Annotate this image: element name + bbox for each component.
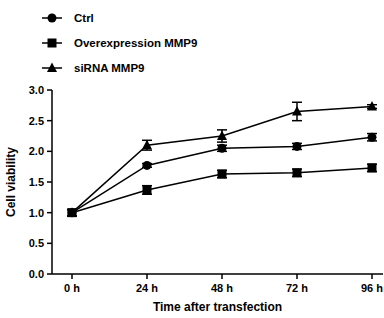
data-point	[143, 161, 152, 170]
data-point	[217, 131, 227, 141]
data-point	[293, 142, 302, 151]
error-bar	[217, 130, 227, 142]
legend-label: Overexpression MMP9	[74, 37, 197, 49]
data-point	[293, 168, 302, 177]
data-point	[218, 144, 227, 153]
data-point	[68, 208, 77, 217]
error-bar	[367, 164, 377, 171]
data-point	[368, 133, 377, 142]
series-line	[72, 168, 372, 213]
legend-marker	[48, 39, 57, 48]
error-cap	[142, 149, 152, 151]
y-tick	[47, 120, 52, 122]
y-tick	[47, 151, 52, 153]
y-tick-label: 0.5	[29, 237, 44, 249]
error-cap	[217, 141, 227, 143]
legend-marker	[47, 63, 57, 73]
error-bar	[292, 169, 302, 176]
x-tick-label: 0 h	[64, 282, 80, 294]
data-point	[292, 106, 302, 116]
x-axis	[52, 273, 383, 275]
series-line	[72, 137, 372, 212]
x-tick-label: 72 h	[286, 282, 308, 294]
x-tick	[221, 274, 223, 279]
legend-label: Ctrl	[74, 12, 94, 24]
x-tick-label: 48 h	[211, 282, 233, 294]
x-tick-label: 24 h	[136, 282, 158, 294]
data-point	[367, 101, 377, 111]
y-tick-label: 3.0	[29, 84, 44, 96]
plot-area	[67, 101, 377, 217]
x-tick-label: 96 h	[361, 282, 383, 294]
error-bar	[367, 134, 377, 141]
series-line	[72, 107, 372, 213]
y-tick-label: 1.5	[29, 176, 44, 188]
x-tick	[146, 274, 148, 279]
data-point	[67, 207, 77, 217]
data-point	[143, 185, 152, 194]
y-tick-label: 2.0	[29, 145, 44, 157]
data-point	[368, 163, 377, 172]
legend: Ctrl Overexpression MMP9 siRNA MMP9	[42, 12, 197, 74]
x-axis-label: Time after transfection	[153, 300, 282, 314]
y-tick	[47, 243, 52, 245]
error-cap	[292, 120, 302, 122]
y-tick-label: 0.0	[29, 268, 44, 280]
x-tick	[371, 274, 373, 279]
data-point	[218, 170, 227, 179]
chart: 0.0 0.5 1.0 1.5 2.0 2.5 3.0 0 h 24 h 48 h 72 h 96 h…	[0, 0, 384, 318]
x-tick	[296, 274, 298, 279]
y-tick	[47, 181, 52, 183]
error-bar	[142, 186, 152, 195]
data-point	[68, 208, 77, 217]
legend-label: siRNA MMP9	[74, 62, 145, 74]
error-bar	[217, 170, 227, 177]
x-tick	[71, 274, 73, 279]
data-point	[142, 140, 152, 150]
legend-marker	[48, 14, 57, 23]
error-bar	[142, 140, 152, 150]
error-bar	[292, 102, 302, 120]
y-tick-label: 1.0	[29, 207, 44, 219]
y-tick	[47, 89, 52, 91]
y-tick-label: 2.5	[29, 115, 44, 127]
error-cap	[292, 102, 302, 104]
y-tick	[47, 273, 52, 275]
error-cap	[217, 129, 227, 131]
y-axis-label: Cell viability	[4, 147, 18, 217]
y-tick	[47, 212, 52, 214]
